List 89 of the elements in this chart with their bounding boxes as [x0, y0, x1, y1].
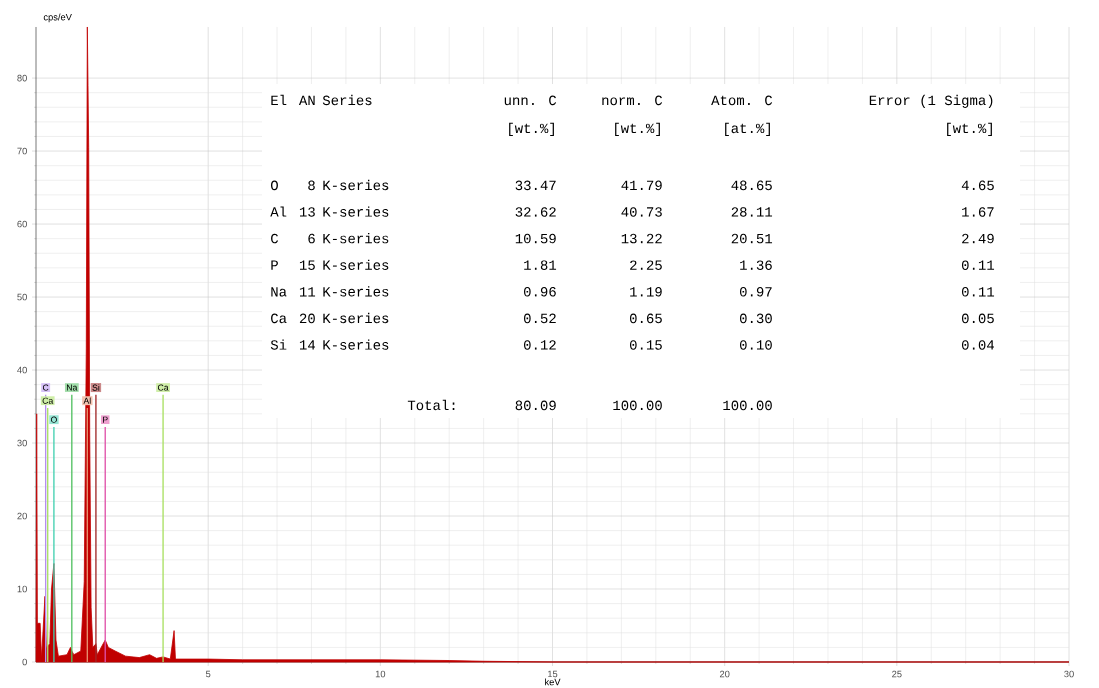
annotation: 32.62	[515, 207, 556, 217]
y-tick-label: 10	[17, 585, 27, 593]
annotation: 0.05	[961, 313, 994, 324]
annotation: Na	[271, 287, 287, 297]
annotation: 0.65	[629, 313, 662, 324]
annotation: 10.59	[515, 233, 556, 244]
annotation: Error (1 Sigma)	[869, 94, 993, 108]
y-tick-label: 80	[17, 74, 27, 82]
annotation: K-series	[323, 206, 389, 217]
annotation: Total:	[407, 399, 455, 411]
annotation: 80.09	[515, 400, 556, 411]
annotation: K-series	[323, 339, 389, 350]
annotation: 0.30	[739, 313, 772, 324]
annotation: norm. C	[602, 95, 663, 106]
y-tick-label: 70	[17, 147, 27, 155]
x-tick-label: 10	[375, 670, 386, 678]
annotation: [wt.%]	[947, 122, 992, 136]
ref-line-label: P	[103, 416, 108, 423]
annotation: [wt.%]	[509, 122, 554, 136]
annotation: 28.11	[731, 207, 773, 217]
annotation: 0.15	[629, 340, 662, 350]
annotation: 6	[308, 233, 315, 244]
annotation: [wt.%]	[615, 122, 660, 136]
y-tick-label: 0	[22, 658, 27, 666]
annotation: AN	[298, 95, 315, 105]
annotation: 15	[299, 260, 315, 270]
y-tick-label: 50	[17, 293, 27, 301]
ref-line-label: O	[50, 416, 57, 423]
annotation: 0.96	[524, 287, 556, 297]
ref-line-label: Si	[92, 384, 100, 391]
annotation: C	[271, 233, 279, 244]
ref-line-label: Na	[66, 384, 78, 391]
annotation: 41.79	[621, 180, 662, 191]
annotation: 20	[299, 313, 315, 324]
y-tick-label: 40	[17, 366, 27, 374]
annotation: 14	[299, 340, 316, 350]
y-tick-label: 30	[17, 439, 27, 447]
annotation: 0.04	[961, 340, 994, 350]
annotation: 0.97	[739, 287, 772, 297]
annotation: 13.22	[621, 233, 662, 244]
x-tick-label: 5	[205, 670, 211, 678]
annotation: 0.52	[524, 313, 556, 324]
annotation: 40.73	[621, 207, 662, 217]
annotation: K-series	[323, 312, 389, 324]
ref-line-label: Al	[83, 397, 91, 404]
annotation: 1.67	[962, 207, 994, 217]
annotation: Si	[270, 339, 287, 350]
annotation: 1.81	[524, 260, 557, 270]
annotation: El	[271, 94, 287, 105]
y-axis-title: cps/eV	[43, 13, 72, 23]
annotation: 0.10	[739, 340, 772, 350]
annotation: 100.00	[613, 400, 662, 411]
annotation: 2.49	[962, 233, 994, 244]
annotation: 13	[299, 207, 315, 217]
x-tick-label: 25	[892, 670, 902, 678]
annotation: 48.65	[731, 180, 772, 191]
annotation: 1.36	[740, 260, 772, 270]
annotation: O	[270, 180, 278, 191]
annotation: 33.47	[515, 180, 556, 191]
y-tick-label: 60	[17, 220, 27, 228]
x-tick-label: 30	[1064, 670, 1074, 678]
ref-line-label: Ca	[42, 397, 54, 404]
annotation: 0.11	[961, 260, 995, 270]
annotation: 100.00	[723, 400, 772, 411]
x-tick-label: 15	[548, 670, 558, 678]
annotation: 20.51	[731, 233, 773, 244]
annotation: 11	[299, 287, 316, 297]
annotation: 4.65	[961, 180, 994, 191]
annotation: K-series	[323, 259, 389, 270]
x-axis-title: keV	[545, 678, 561, 686]
annotation: 0.11	[961, 287, 995, 297]
annotation: K-series	[323, 233, 389, 244]
y-tick-label: 20	[17, 512, 27, 520]
annotation: 1.19	[630, 287, 662, 297]
annotation: 2.25	[630, 260, 662, 270]
annotation: [at.%]	[725, 122, 770, 136]
annotation: K-series	[323, 286, 389, 297]
annotation: Al	[270, 206, 287, 217]
annotation: Atom. C	[711, 95, 773, 106]
annotation: P	[271, 260, 278, 270]
ref-line-label: Ca	[157, 384, 169, 391]
annotation: Ca	[271, 313, 287, 324]
annotation: 8	[308, 180, 315, 191]
annotation: Series	[322, 94, 372, 106]
ref-line-label: C	[42, 384, 49, 391]
x-tick-label: 20	[719, 670, 730, 678]
annotation: unn. C	[504, 95, 557, 106]
annotation: 0.12	[524, 340, 556, 350]
annotation: K-series	[323, 179, 389, 191]
